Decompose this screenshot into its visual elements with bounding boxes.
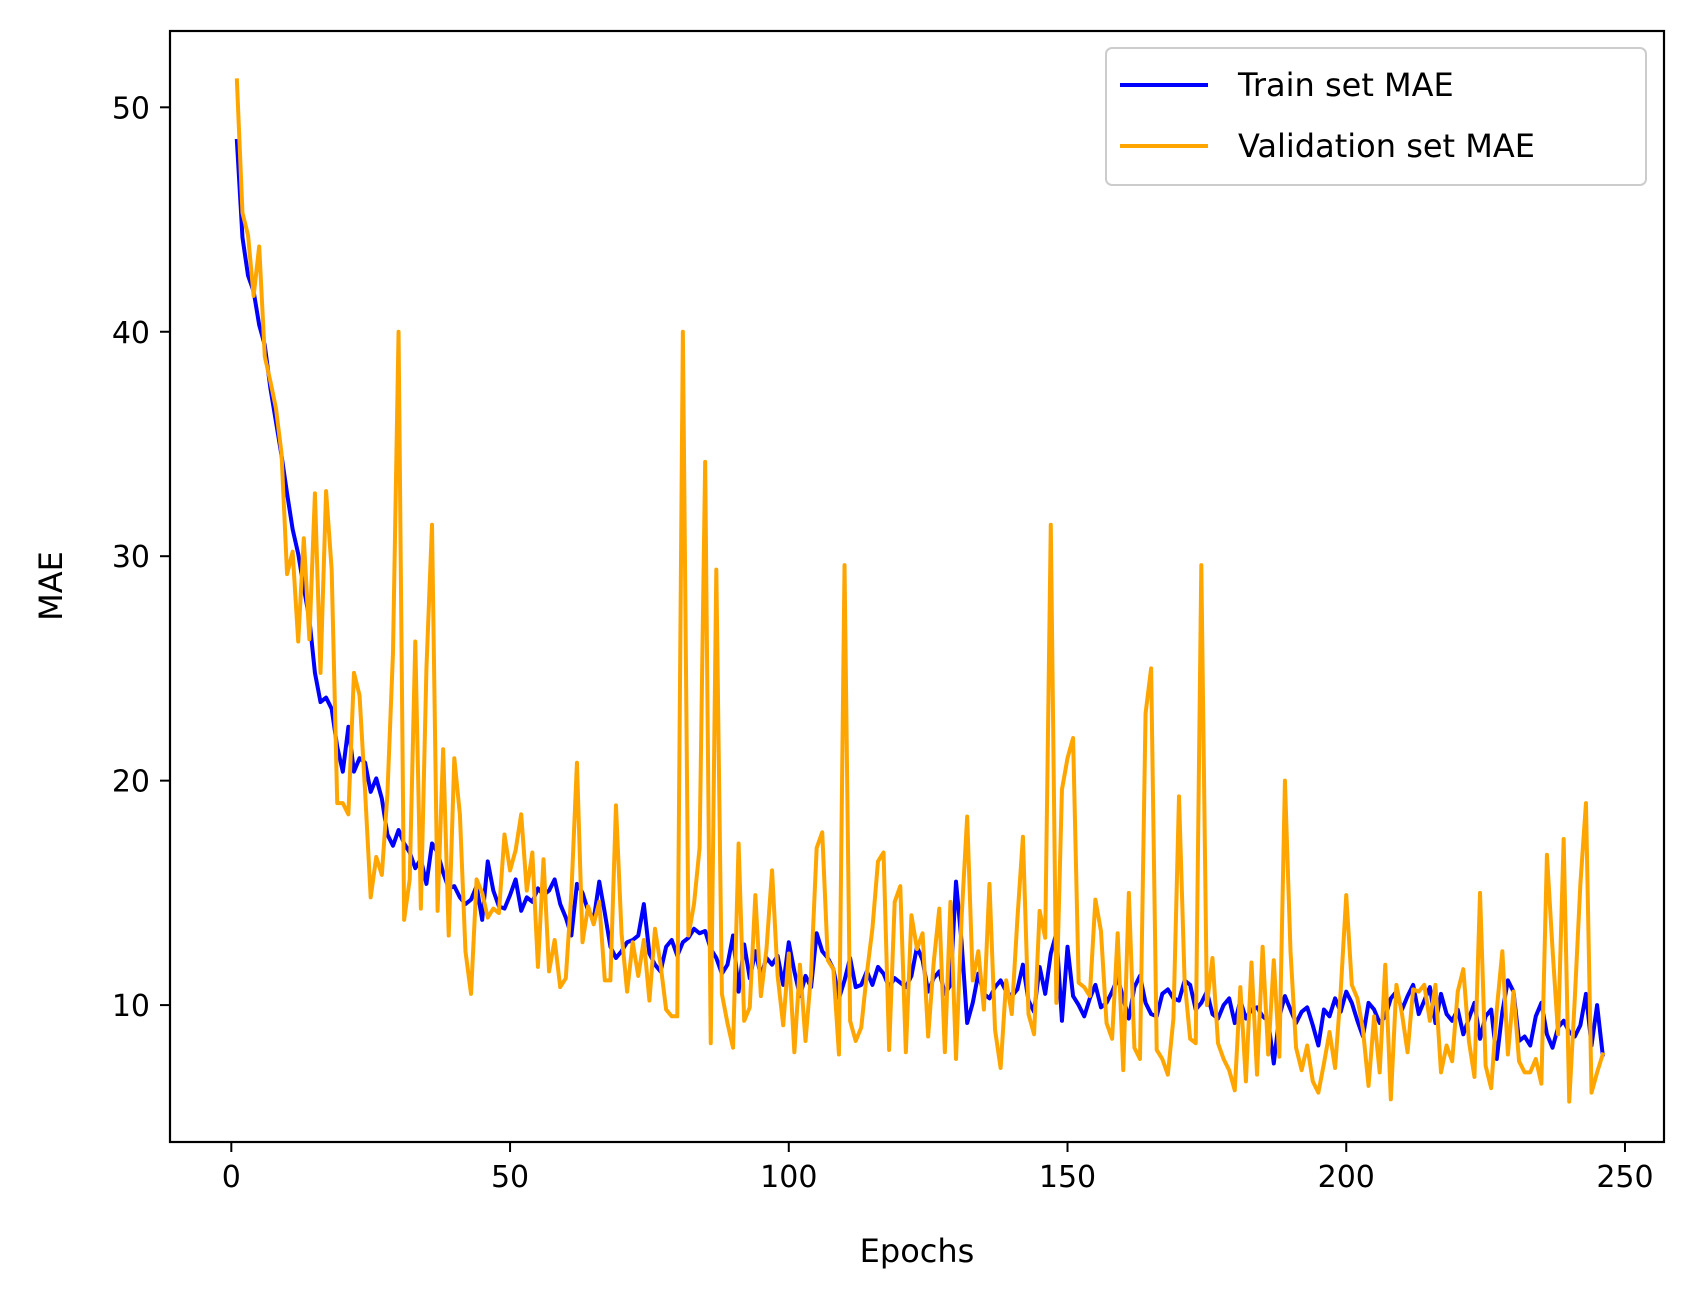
plot-frame bbox=[168, 29, 1666, 1144]
x-tick-label: 200 bbox=[1318, 1160, 1375, 1195]
x-axis-label: Epochs bbox=[860, 1232, 975, 1270]
x-tick-label: 0 bbox=[222, 1160, 241, 1195]
y-tick-label: 50 bbox=[112, 91, 150, 126]
x-tick-label: 100 bbox=[760, 1160, 817, 1195]
y-tick-label: 10 bbox=[112, 989, 150, 1024]
series-line-validation bbox=[234, 78, 1606, 1104]
y-axis: 10 20 30 40 50 bbox=[112, 91, 170, 1024]
series-layer bbox=[234, 78, 1606, 1104]
x-axis: 0 50 100 150 200 250 bbox=[222, 1142, 1654, 1195]
y-axis-label: MAE bbox=[32, 551, 70, 621]
x-tick-label: 50 bbox=[491, 1160, 529, 1195]
x-tick-label: 250 bbox=[1596, 1160, 1653, 1195]
legend-label-train: Train set MAE bbox=[1237, 66, 1454, 104]
x-tick-label: 150 bbox=[1039, 1160, 1096, 1195]
y-tick-label: 20 bbox=[112, 765, 150, 800]
y-tick-label: 30 bbox=[112, 540, 150, 575]
legend-box bbox=[1105, 47, 1647, 186]
legend: Train set MAE Validation set MAE bbox=[1105, 47, 1647, 186]
y-tick-label: 40 bbox=[112, 316, 150, 351]
legend-label-validation: Validation set MAE bbox=[1238, 127, 1535, 165]
